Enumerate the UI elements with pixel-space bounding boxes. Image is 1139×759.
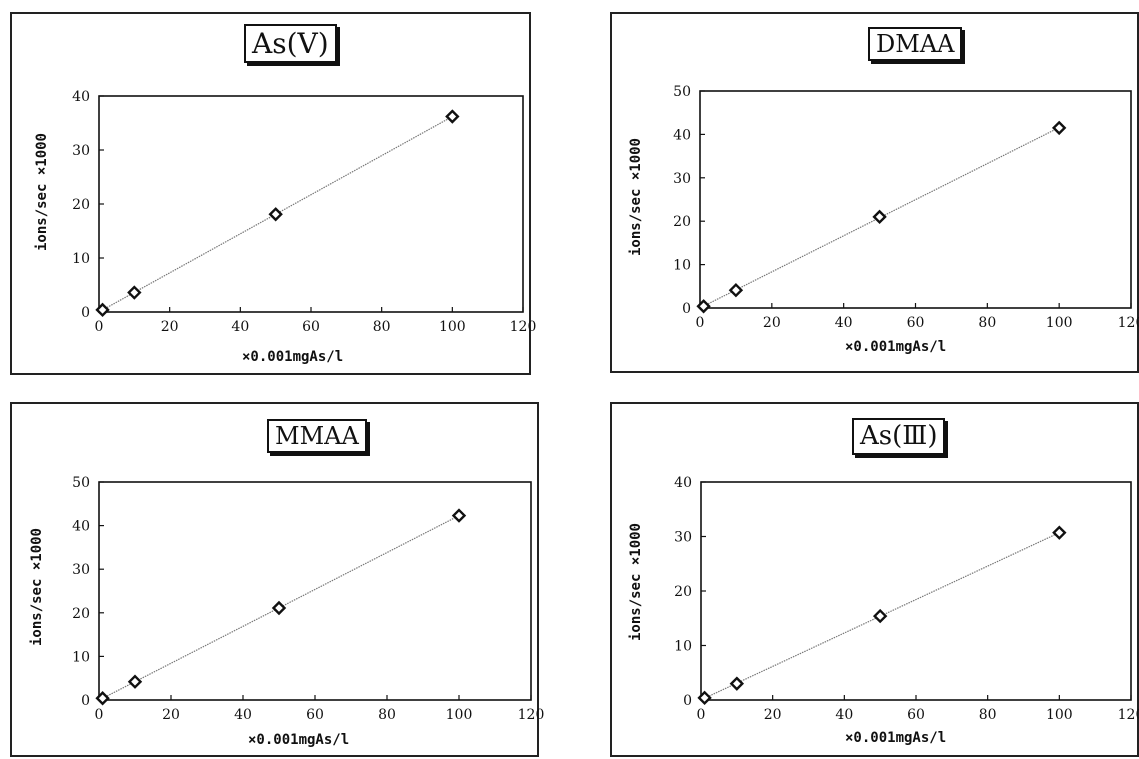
data-point (872, 209, 887, 225)
data-point (1051, 120, 1067, 136)
x-tick-label: 40 (231, 319, 249, 335)
x-tick-label: 0 (95, 707, 104, 723)
y-tick-label: 40 (673, 127, 691, 143)
y-tick-label: 0 (81, 305, 90, 321)
y-tick-label: 20 (674, 584, 692, 600)
y-axis-label: ions/sec ×1000 (29, 528, 45, 647)
y-tick-label: 20 (72, 606, 90, 622)
x-tick-label: 80 (979, 707, 997, 723)
y-tick-label: 50 (72, 475, 90, 491)
x-tick-label: 0 (95, 319, 104, 335)
y-tick-label: 20 (673, 214, 691, 230)
y-axis-label: ions/sec ×1000 (628, 138, 644, 257)
data-point (451, 508, 467, 523)
data-point (729, 676, 745, 691)
data-point (872, 608, 888, 624)
y-tick-label: 0 (683, 693, 692, 709)
x-tick-label: 0 (696, 315, 705, 331)
y-tick-label: 40 (72, 89, 90, 105)
x-tick-label: 40 (835, 315, 853, 331)
y-tick-label: 10 (673, 258, 691, 274)
x-tick-label: 100 (446, 707, 473, 723)
x-tick-label: 100 (439, 319, 466, 335)
x-tick-label: 60 (306, 707, 324, 723)
x-tick-label: 20 (161, 319, 179, 335)
y-tick-label: 10 (72, 251, 90, 267)
x-tick-label: 120 (518, 707, 545, 723)
data-point (1052, 525, 1067, 540)
y-tick-label: 40 (674, 475, 692, 491)
y-tick-label: 10 (674, 639, 692, 655)
chart-title: As(Ⅲ) (852, 418, 946, 455)
x-tick-label: 20 (162, 707, 180, 723)
y-tick-label: 30 (673, 171, 691, 187)
chart-title: DMAA (868, 27, 963, 61)
y-tick-label: 20 (72, 197, 90, 213)
trend-line (102, 116, 453, 311)
y-axis-label: ions/sec ×1000 (34, 133, 50, 252)
x-axis-label: ×0.001mgAs/l (242, 349, 344, 365)
data-point (271, 600, 287, 616)
x-tick-label: 80 (978, 315, 996, 331)
data-point (697, 690, 712, 706)
x-axis-label: ×0.001mgAs/l (845, 730, 947, 746)
x-tick-label: 60 (302, 319, 320, 335)
data-point (95, 691, 110, 706)
x-tick-label: 60 (907, 315, 925, 331)
chart-panel-mmaa: MMAA 0 20 40 60 80 100 120 0 10 20 30 40 50 ions/sec… (10, 402, 544, 757)
x-axis-label: ×0.001mgAs/l (248, 732, 350, 748)
data-point (127, 674, 143, 689)
x-axis-label: ×0.001mgAs/l (845, 339, 947, 355)
plot-svg: 0 20 40 60 80 100 120 0 10 20 30 40 50 (673, 84, 1139, 331)
x-tick-label: 40 (234, 707, 252, 723)
plot-svg: 0 20 40 60 80 100 120 0 10 20 30 40 50 (72, 475, 544, 723)
chart-panel-dmaa: DMAA 0 20 40 60 80 100 120 0 10 20 30 40 50 ions/sec… (610, 12, 1139, 373)
plot-svg: 0 20 40 60 80 100 120 0 10 20 30 40 (72, 89, 536, 335)
data-point (696, 299, 711, 314)
x-tick-label: 100 (1046, 707, 1073, 723)
x-tick-label: 80 (373, 319, 391, 335)
x-tick-label: 60 (907, 707, 925, 723)
x-tick-label: 20 (763, 315, 781, 331)
x-tick-label: 120 (1118, 707, 1139, 723)
y-tick-label: 0 (682, 301, 691, 317)
x-tick-label: 20 (764, 707, 782, 723)
data-point (127, 285, 142, 300)
y-tick-label: 10 (72, 649, 90, 665)
y-tick-label: 30 (674, 530, 692, 546)
y-tick-label: 30 (72, 562, 90, 578)
data-point (445, 109, 460, 124)
x-tick-label: 120 (510, 319, 537, 335)
chart-title: MMAA (267, 419, 367, 453)
data-point (95, 302, 110, 318)
chart-title: As(Ⅴ) (244, 24, 337, 63)
y-tick-label: 30 (72, 143, 90, 159)
data-point (268, 207, 283, 222)
y-axis-label: ions/sec ×1000 (628, 523, 644, 642)
plot-area (98, 95, 524, 313)
chart-panel-as-v: As(Ⅴ) 0 20 40 60 80 100 120 0 10 20 30 40 ions/sec … (10, 12, 536, 375)
data-point (728, 283, 744, 298)
x-tick-label: 40 (835, 707, 853, 723)
chart-panel-as-iii: As(Ⅲ) 0 20 40 60 80 100 120 0 10 20 30 40 ions/sec … (610, 402, 1139, 757)
x-tick-label: 0 (697, 707, 706, 723)
y-tick-label: 50 (673, 84, 691, 100)
x-tick-label: 100 (1046, 315, 1073, 331)
x-tick-label: 80 (378, 707, 396, 723)
plot-area (700, 481, 1132, 701)
y-tick-label: 40 (72, 519, 90, 535)
x-tick-label: 120 (1118, 315, 1139, 331)
y-tick-label: 0 (81, 693, 90, 709)
plot-svg: 0 20 40 60 80 100 120 0 10 20 30 40 (674, 475, 1139, 723)
